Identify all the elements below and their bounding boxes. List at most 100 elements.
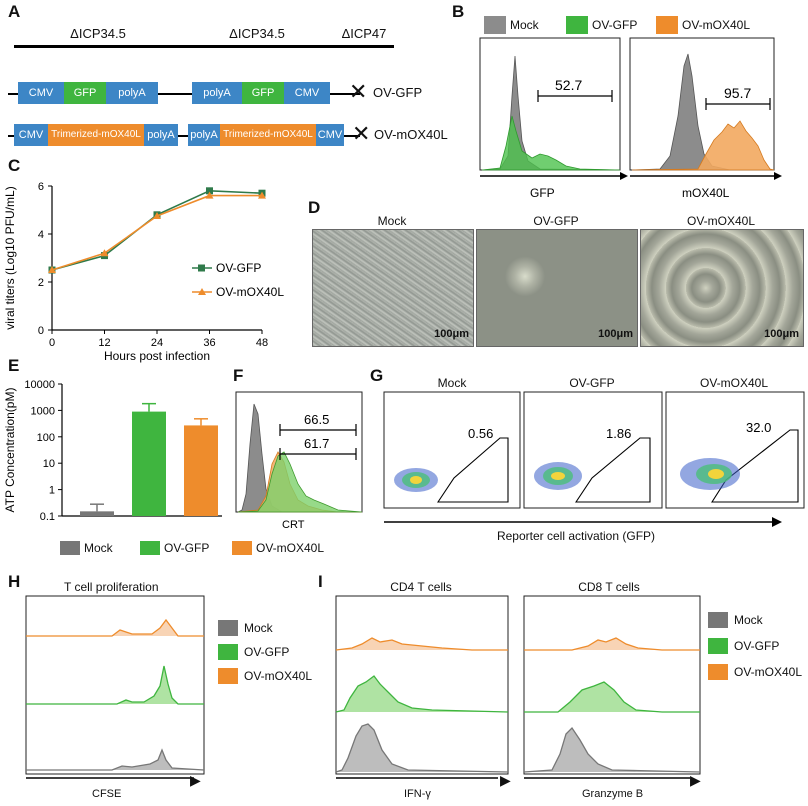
y-tick-label: 10000 (24, 379, 55, 391)
mock-histogram (335, 723, 509, 773)
g-value-mock: 0.56 (468, 426, 493, 441)
x-arrow-icon (620, 172, 628, 180)
polya-block: polyA (106, 82, 158, 104)
scale-bar-label: 100μm (764, 328, 799, 340)
ov-mox40l-histogram (26, 618, 204, 637)
cfse-histograms (25, 595, 205, 779)
crt-xlabel: CRT (282, 519, 305, 531)
x-tick-label: 0 (49, 337, 55, 349)
x-arrow-icon: ▶ (690, 772, 701, 788)
construct-name-ov-gfp: OV-GFP (373, 85, 423, 100)
panel-label-b: B (452, 2, 465, 21)
y-tick-label: 0.1 (40, 511, 55, 523)
x-arrow-icon (774, 172, 782, 180)
x-tick-label: 12 (98, 337, 110, 349)
bar-mock (80, 511, 114, 516)
ov-gfp-histogram (524, 681, 700, 713)
y-tick-label: 6 (38, 181, 44, 193)
ov-gfp-histogram (335, 675, 509, 713)
legend-label-ov-mox40l: OV-mOX40L (244, 669, 313, 683)
x-axis-label: Hours post infection (104, 349, 210, 363)
x-arrow-icon (772, 517, 782, 527)
legend-marker (198, 264, 205, 272)
ov-gfp-histogram (481, 115, 621, 171)
legend-swatch-ov-gfp (218, 644, 238, 660)
legend-swatch-ov-mox40l (232, 541, 252, 555)
legend-label-ov-mox40l: OV-mOX40L (256, 541, 325, 555)
gfp-block: GFP (242, 82, 284, 104)
x-tick-label: 48 (256, 337, 268, 349)
polya-block: polyA (188, 124, 220, 146)
g-title-mock: Mock (437, 376, 467, 390)
panel-label-a: A (8, 2, 21, 21)
panel-label-f: F (233, 366, 244, 385)
mox40l-gate-value: 95.7 (724, 85, 751, 101)
x-arrow-icon: ▶ (500, 772, 511, 788)
mox40l-block: Trimerized-mOX40L (48, 124, 144, 146)
ov-gfp-histogram (26, 665, 204, 705)
scale-bar-label: 100μm (598, 328, 633, 340)
x-arrow-icon: ▶ (190, 772, 201, 788)
legend-label-ov-mox40l: OV-mOX40L (734, 665, 803, 679)
micrograph-mock: 100μm (312, 229, 474, 347)
legend-swatch-mock (218, 620, 238, 636)
series-line-1 (51, 194, 262, 271)
cmv-block: CMV (316, 124, 344, 146)
reporter-dot-plots: 0.56 1.86 32.0 (383, 391, 805, 527)
panel-label-d: D (308, 198, 321, 217)
legend-label-mock: Mock (510, 18, 539, 32)
y-tick-label: 4 (38, 229, 44, 241)
series-line-0 (51, 189, 263, 271)
i-title-cd8: CD8 T cells (578, 580, 640, 594)
gfp-xlabel: GFP (530, 186, 555, 200)
i-title-cd4: CD4 T cells (390, 580, 452, 594)
legend-swatch-mock (484, 16, 506, 34)
panel-label-h-letter: H (8, 572, 28, 592)
g-value-ov-mox40l: 32.0 (746, 420, 771, 435)
y-tick-label: 2 (38, 277, 44, 289)
legend-label: OV-GFP (216, 261, 261, 275)
y-tick-label: 1000 (31, 405, 55, 417)
panel-label-e: E (8, 356, 20, 375)
data-point (205, 191, 214, 199)
legend-swatch-mock (60, 541, 80, 555)
i-xlabel-cd4: IFN-γ (404, 788, 431, 800)
panel-label-g: G (370, 366, 384, 385)
ov-gfp-histogram (237, 451, 363, 513)
mox40l-xlabel: mOX40L (682, 186, 730, 200)
polya-block: polyA (144, 124, 178, 146)
dot-plot-ov-mox40l: 32.0 (665, 391, 805, 509)
micro-title-ov-gfp: OV-GFP (533, 214, 579, 228)
legend-label-mock: Mock (84, 541, 113, 555)
ov-mox40l-histogram (631, 120, 775, 171)
deletion-label-2: ΔICP34.5 (229, 26, 285, 41)
g-xlabel: Reporter cell activation (GFP) (496, 529, 656, 543)
atp-bar-chart: 0.1 1 10 100 1000 10000 ATP Concentration(pM) (3, 379, 222, 523)
g-title-ov-gfp: OV-GFP (569, 376, 615, 390)
mock-histogram (481, 55, 621, 171)
x-tick-label: 36 (203, 337, 215, 349)
legend-swatch-mock (708, 612, 728, 628)
data-point (153, 212, 161, 219)
x-tick-label: 24 (151, 337, 163, 349)
mox40l-block: Trimerized-mOX40L (220, 124, 316, 146)
y-axis-label: ATP Concentration(pM) (3, 388, 17, 513)
data-point (48, 266, 56, 273)
cytokine-histograms (335, 595, 701, 779)
legend-swatch-ov-mox40l (708, 664, 728, 680)
h-title: T cell proliferation (64, 580, 159, 594)
crt-gate-value-1: 66.5 (304, 412, 329, 427)
legend-swatch-ov-gfp (566, 16, 588, 34)
panel-label-i: I (318, 572, 323, 591)
micrograph-ov-mox40l: 100μm (640, 229, 804, 347)
bar-ov-gfp (132, 411, 166, 516)
cmv-block: CMV (14, 124, 48, 146)
panel-b-histograms: 52.7 GFP 95.7 mOX40L (479, 37, 782, 200)
deletion-label-3: ΔICP47 (341, 26, 387, 41)
legend-swatch-ov-gfp (140, 541, 160, 555)
ov-mox40l-histogram (335, 637, 508, 651)
legend-label-ov-gfp: OV-GFP (592, 18, 638, 32)
gfp-block: GFP (64, 82, 106, 104)
data-point (100, 249, 109, 257)
